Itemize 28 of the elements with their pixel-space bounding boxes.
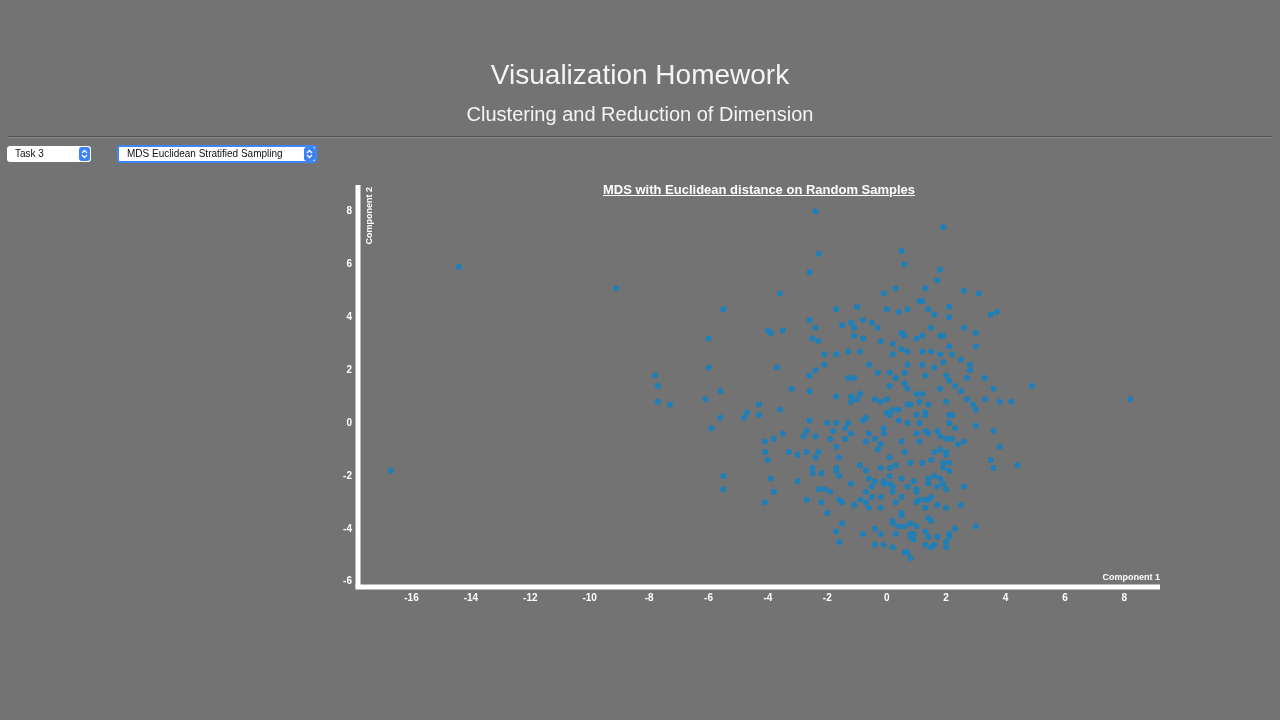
y-tick-label: -4 bbox=[343, 522, 353, 534]
y-tick-label: -2 bbox=[343, 469, 353, 481]
y-tick-label: 0 bbox=[346, 416, 353, 428]
x-axis-title: Component 1 bbox=[1102, 571, 1160, 582]
y-tick-label: 2 bbox=[346, 363, 353, 375]
x-tick-label: 2 bbox=[943, 591, 950, 603]
task-dropdown: Task 3 bbox=[7, 146, 91, 162]
x-tick-label: -12 bbox=[523, 591, 538, 603]
x-tick-label: 8 bbox=[1121, 591, 1128, 603]
x-tick-label: -2 bbox=[822, 591, 833, 603]
x-tick-label: -16 bbox=[404, 591, 420, 603]
x-tick-label: 4 bbox=[1002, 591, 1009, 603]
x-tick-label: -14 bbox=[463, 591, 479, 603]
sampling-dropdown: MDS Euclidean Stratified Sampling bbox=[117, 145, 317, 163]
x-tick-label: -10 bbox=[582, 591, 598, 603]
x-tick-label: -6 bbox=[704, 591, 714, 603]
x-tick-label: 0 bbox=[883, 591, 890, 603]
x-tick-label: 6 bbox=[1062, 591, 1069, 603]
y-tick-label: 6 bbox=[346, 258, 353, 270]
y-axis-title: Component 2 bbox=[364, 187, 375, 245]
x-tick-label: -8 bbox=[644, 591, 654, 603]
x-tick-label: -4 bbox=[763, 591, 773, 603]
chart-title: MDS with Euclidean distance on Random Samples bbox=[602, 182, 916, 197]
text: Clustering and Reduction of Dimension bbox=[465, 102, 815, 127]
y-tick-label: 8 bbox=[346, 205, 353, 217]
y-tick-label: 4 bbox=[346, 310, 353, 322]
text: Visualization Homework bbox=[489, 58, 791, 92]
y-tick-label: -6 bbox=[343, 575, 353, 587]
